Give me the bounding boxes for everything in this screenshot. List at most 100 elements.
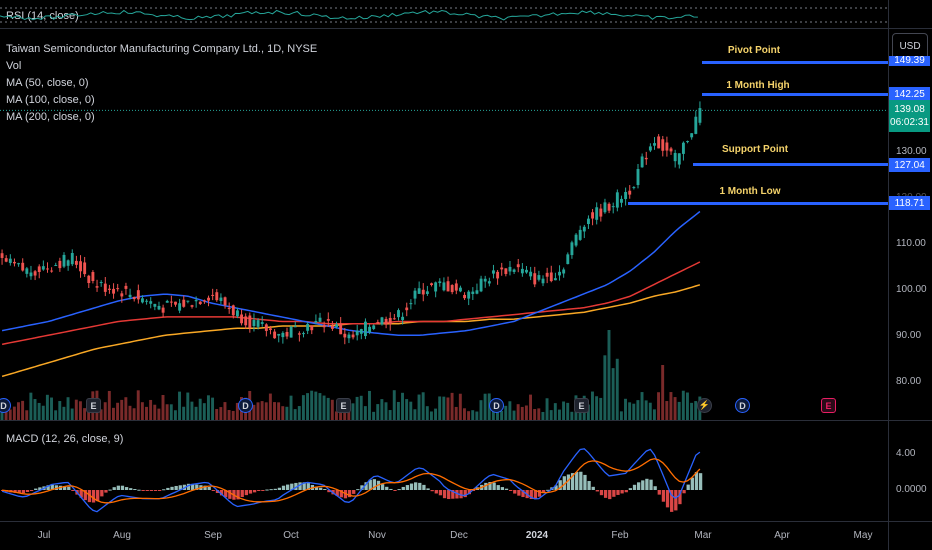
candle: [372, 325, 376, 329]
earnings-icon[interactable]: E: [574, 398, 589, 413]
candle: [409, 303, 413, 305]
candle: [103, 283, 107, 292]
month-low-tag: 118.71: [889, 196, 930, 210]
volume-bar: [595, 396, 599, 420]
macd-histogram-bar: [686, 484, 690, 490]
candle: [322, 324, 326, 328]
volume-bar: [566, 402, 570, 420]
price-axis[interactable]: [888, 0, 932, 550]
macd-histogram-bar: [356, 489, 360, 491]
rsi-plot: [0, 7, 888, 23]
volume-bar: [504, 405, 508, 420]
volume-bar: [12, 406, 16, 420]
volume-bar: [603, 355, 607, 420]
volume-bar: [334, 411, 338, 420]
volume-bar: [694, 401, 698, 420]
macd-histogram-bar: [87, 490, 92, 503]
time-axis[interactable]: [0, 522, 888, 550]
volume-bar: [483, 393, 487, 420]
macd-histogram-bar: [566, 474, 571, 490]
candle: [529, 271, 533, 277]
indicator-vol[interactable]: Vol: [6, 60, 22, 72]
volume-bar: [66, 397, 70, 420]
macd-histogram-bar: [215, 490, 220, 493]
month-high-line[interactable]: [702, 93, 888, 96]
candle: [223, 297, 227, 306]
volume-bar: [607, 330, 611, 420]
volume-bar: [140, 402, 144, 420]
macd-histogram-bar: [657, 490, 661, 495]
month-low-line[interactable]: [628, 202, 888, 205]
candle: [46, 268, 49, 270]
macd-histogram-bar: [653, 486, 657, 490]
macd-histogram-bar: [558, 480, 562, 490]
macd-histogram-bar: [603, 490, 608, 498]
lightning-icon[interactable]: ⚡: [697, 398, 712, 413]
volume-bar: [58, 401, 62, 420]
candle: [41, 266, 45, 270]
volume-bar: [107, 390, 111, 420]
volume-bar: [376, 404, 380, 420]
time-tick: 2024: [525, 530, 549, 541]
volume-bar: [190, 401, 194, 420]
candle: [343, 333, 347, 338]
macd-histogram-bar: [347, 490, 352, 498]
candle: [483, 278, 487, 282]
dividend-icon[interactable]: D: [0, 398, 11, 413]
macd-histogram-bar: [570, 473, 575, 490]
time-tick: Feb: [611, 530, 629, 541]
macd-histogram-bar: [372, 479, 377, 490]
earnings-icon[interactable]: E: [821, 398, 836, 413]
support-point-line[interactable]: [693, 163, 888, 166]
macd-histogram-bar: [591, 486, 595, 490]
symbol-title[interactable]: Taiwan Semiconductor Manufacturing Compa…: [6, 43, 318, 55]
macd-histogram-bar: [79, 490, 83, 498]
macd-histogram-bar: [616, 490, 620, 495]
macd-histogram-bar: [513, 490, 517, 494]
candle: [326, 319, 330, 321]
macd-histogram-bar: [116, 485, 120, 490]
macd-histogram-bar: [661, 490, 666, 502]
macd-histogram-bar: [63, 486, 67, 490]
macd-histogram-bar: [471, 490, 476, 491]
macd-histogram-bar: [298, 482, 302, 490]
macd-histogram-bar: [306, 483, 310, 490]
volume-bar: [541, 411, 545, 420]
candle: [174, 301, 177, 305]
macd-histogram-bar: [335, 490, 339, 496]
indicator-ma100[interactable]: MA (100, close, 0): [6, 94, 95, 106]
macd-histogram-bar: [434, 490, 438, 494]
macd-histogram-bar: [459, 490, 463, 499]
macd-histogram-bar: [228, 490, 232, 499]
candle: [351, 334, 355, 338]
macd-histogram-bar: [21, 490, 26, 494]
candle: [541, 278, 545, 284]
candle: [219, 297, 223, 302]
dividend-icon[interactable]: D: [489, 398, 504, 413]
indicator-ma200[interactable]: MA (200, close, 0): [6, 111, 95, 123]
candle: [479, 278, 483, 292]
dividend-icon[interactable]: D: [735, 398, 750, 413]
price-tick: 100.00: [896, 284, 927, 295]
candle: [673, 152, 677, 162]
macd-histogram-bar: [632, 484, 637, 490]
macd-histogram-bar: [649, 479, 653, 490]
volume-bar: [396, 401, 400, 420]
candle: [87, 275, 91, 284]
macd-label[interactable]: MACD (12, 26, close, 9): [6, 433, 124, 445]
candle: [487, 281, 491, 284]
earnings-icon[interactable]: E: [336, 398, 351, 413]
volume-bar: [314, 391, 318, 420]
macd-histogram-bar: [442, 490, 447, 499]
candle: [582, 226, 586, 232]
earnings-icon[interactable]: E: [86, 398, 101, 413]
pivot-point-line[interactable]: [702, 61, 888, 64]
volume-bar: [429, 411, 433, 420]
indicator-ma50[interactable]: MA (50, close, 0): [6, 77, 89, 89]
macd-histogram-bar: [608, 490, 612, 500]
volume-bar: [260, 401, 264, 420]
candle: [281, 332, 285, 338]
candle: [405, 307, 409, 311]
candle: [256, 320, 260, 327]
dividend-icon[interactable]: D: [238, 398, 253, 413]
